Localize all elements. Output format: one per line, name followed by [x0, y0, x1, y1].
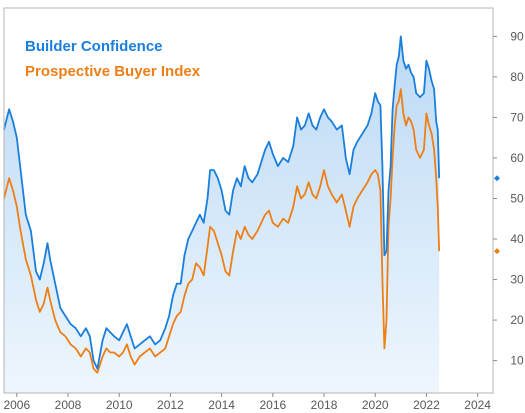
- x-tick-label: 2022: [413, 398, 440, 412]
- x-tick-label: 2018: [311, 398, 338, 412]
- x-tick-label: 2014: [208, 398, 235, 412]
- x-tick-label: 2016: [259, 398, 286, 412]
- end-markers: [494, 175, 500, 255]
- y-tick-label: 70: [510, 110, 524, 124]
- y-tick-label: 90: [510, 29, 524, 43]
- x-tick-label: 2008: [55, 398, 82, 412]
- builder-confidence-end-marker: [494, 175, 500, 182]
- y-tick-label: 80: [510, 70, 524, 84]
- y-tick-label: 20: [510, 313, 524, 327]
- legend: Builder Confidence Prospective Buyer Ind…: [25, 38, 201, 80]
- x-tick-label: 2006: [3, 398, 30, 412]
- area-layer: [4, 36, 440, 394]
- prospective-buyer-index-line: [3, 88, 441, 374]
- y-axis: 10 20 30 40 50 60 70 80 90: [493, 29, 524, 368]
- builder-confidence-line: [3, 35, 441, 370]
- prospective-buyer-index-end-marker: [494, 248, 500, 255]
- y-tick-label: 30: [510, 273, 524, 287]
- plot-frame: [3, 7, 494, 394]
- x-tick-label: 2024: [464, 398, 491, 412]
- x-tick-label: 2010: [106, 398, 133, 412]
- y-tick-label: 50: [510, 191, 524, 205]
- builder-confidence-area: [4, 36, 440, 394]
- legend-label-builder-confidence: Builder Confidence: [25, 38, 163, 55]
- plot-border: [3, 7, 494, 394]
- x-tick-label: 2012: [157, 398, 184, 412]
- y-tick-label: 60: [510, 151, 524, 165]
- line-layer: [3, 35, 441, 374]
- y-tick-label: 40: [510, 232, 524, 246]
- legend-label-prospective-buyer-index: Prospective Buyer Index: [25, 63, 201, 80]
- x-tick-label: 2020: [362, 398, 389, 412]
- x-axis: 2006 2008 2010 2012 2014 2016 2018 2020 2022 2024: [3, 393, 491, 412]
- y-tick-label: 10: [510, 354, 524, 368]
